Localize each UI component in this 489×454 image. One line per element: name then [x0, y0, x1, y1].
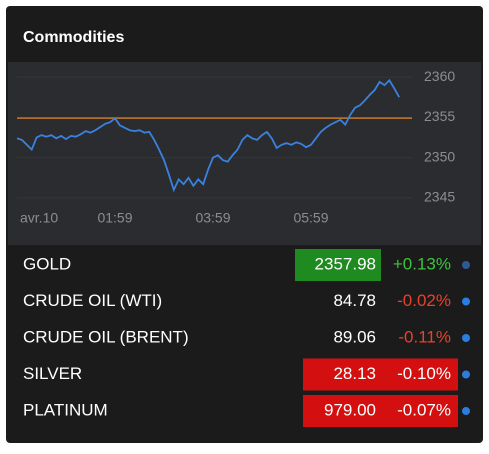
price-highlight: [303, 358, 383, 391]
price-highlight: [303, 395, 383, 427]
price-highlight: [295, 249, 381, 281]
price: 2357.98: [315, 254, 376, 273]
chart-area: [8, 62, 481, 245]
change-highlight: [383, 395, 458, 427]
commodity-name: PLATINUM: [23, 400, 108, 419]
price: 84.78: [333, 291, 376, 310]
status-dot: [462, 261, 470, 269]
x-tick-label: avr.10: [20, 210, 58, 226]
y-tick-label: 2345: [424, 189, 455, 205]
status-dot: [462, 370, 470, 379]
y-tick-label: 2355: [424, 108, 455, 124]
x-tick-label: 01:59: [97, 210, 132, 226]
y-tick-label: 2360: [424, 68, 455, 84]
y-tick-label: 2350: [424, 148, 455, 164]
x-tick-label: 05:59: [293, 210, 328, 226]
status-dot: [462, 407, 470, 415]
x-tick-label: 03:59: [195, 210, 230, 226]
price: 89.06: [333, 327, 376, 346]
title: Commodities: [23, 29, 124, 46]
change: -0.07%: [397, 400, 451, 419]
commodity-name: SILVER: [23, 364, 82, 383]
commodity-name: GOLD: [23, 254, 71, 273]
commodity-name: CRUDE OIL (BRENT): [23, 327, 189, 346]
status-dot: [462, 334, 470, 342]
price-line: [16, 78, 400, 193]
change: -0.10%: [397, 364, 451, 383]
price: 28.13: [333, 364, 376, 383]
change: -0.11%: [398, 327, 451, 346]
change: +0.13%: [393, 254, 451, 273]
change-highlight: [383, 358, 458, 391]
status-dot: [462, 297, 470, 306]
change: -0.02%: [397, 291, 451, 310]
commodity-name: CRUDE OIL (WTI): [23, 291, 162, 310]
price: 979.00: [324, 400, 376, 419]
